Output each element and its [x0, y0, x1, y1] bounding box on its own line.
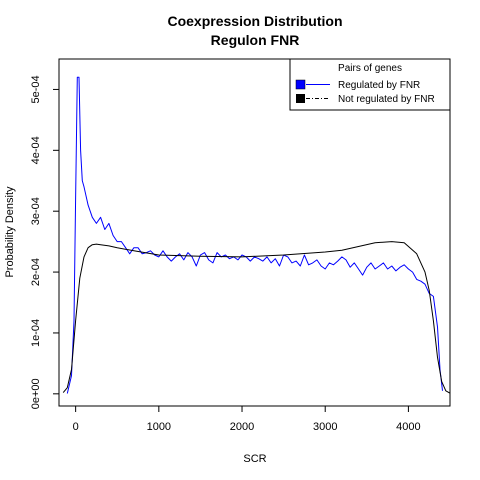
legend-swatch-regulated: [295, 79, 306, 90]
y-axis-label: Probability Density: [4, 186, 16, 278]
x-tick-label: 3000: [313, 421, 337, 433]
legend-title: Pairs of genes: [338, 63, 402, 74]
legend-swatch-not-regulated: [296, 94, 305, 103]
x-axis: 0 1000 2000 3000 4000: [73, 406, 421, 433]
chart-title: Coexpression Distribution: [167, 13, 342, 29]
x-tick-label: 4000: [396, 421, 420, 433]
chart-subtitle: Regulon FNR: [211, 32, 300, 48]
y-tick-label: 4e-04: [30, 136, 42, 164]
legend: Pairs of genes Regulated by FNR Not regu…: [289, 58, 451, 111]
y-tick-label: 1e-04: [30, 319, 42, 347]
series-line-not-regulated: [62, 241, 451, 394]
x-tick-label: 1000: [147, 421, 171, 433]
x-tick-label: 0: [73, 421, 79, 433]
plot-frame: [58, 58, 451, 407]
y-tick-label: 2e-04: [30, 258, 42, 286]
series-line-regulated: [66, 76, 443, 394]
legend-label-regulated: Regulated by FNR: [338, 80, 420, 91]
y-tick-label: 5e-04: [30, 75, 42, 103]
y-axis: 0e+00 1e-04 2e-04 3e-04 4e-04 5e-04: [30, 75, 59, 409]
x-tick-label: 2000: [230, 421, 254, 433]
legend-label-not-regulated: Not regulated by FNR: [338, 94, 435, 105]
y-tick-label: 3e-04: [30, 197, 42, 225]
series-layer: [62, 76, 451, 394]
y-tick-label: 0e+00: [30, 378, 42, 409]
x-axis-label: SCR: [243, 453, 266, 465]
